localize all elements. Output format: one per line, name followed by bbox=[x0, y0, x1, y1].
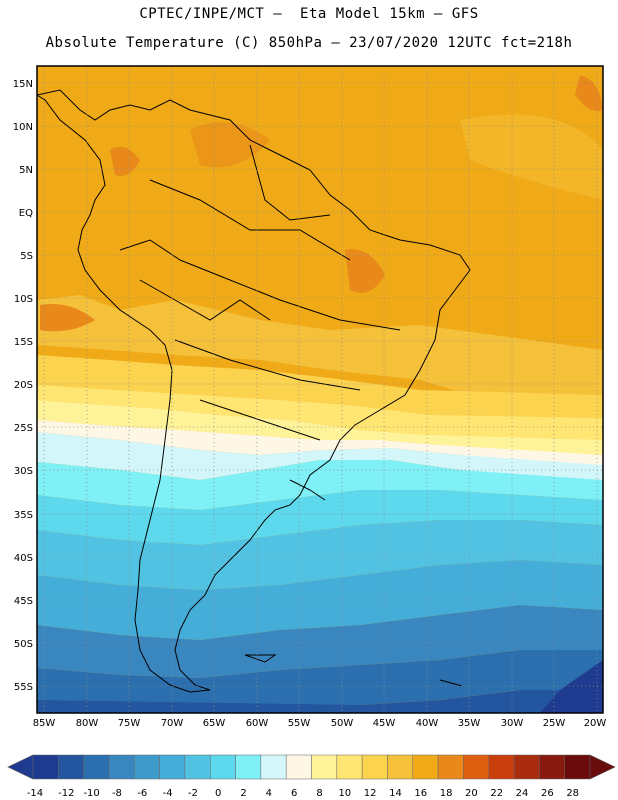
colorbar-swatch bbox=[361, 754, 388, 780]
colorbar-label: -12 bbox=[58, 788, 74, 799]
lon-label: 65W bbox=[203, 718, 226, 729]
colorbar-label: 6 bbox=[291, 788, 297, 799]
colorbar-swatch bbox=[58, 754, 84, 780]
colorbar-label: 28 bbox=[566, 788, 579, 799]
lat-label: 15S bbox=[14, 337, 33, 348]
colorbar-swatch bbox=[387, 754, 414, 780]
colorbar-label: -4 bbox=[163, 788, 173, 799]
lat-label: 45S bbox=[14, 596, 33, 607]
colorbar-swatch bbox=[108, 754, 135, 780]
colorbar: -14 -12 -10 -8 -6 -4 -2 0 2 4 6 8 10 12 14 16 18 20 22 24 26… bbox=[7, 754, 616, 799]
colorbar-label: 20 bbox=[465, 788, 478, 799]
lat-label: 10N bbox=[13, 122, 33, 133]
title-line-1: CPTEC/INPE/MCT – Eta Model 15km – GFS bbox=[139, 6, 479, 22]
colorbar-label: 4 bbox=[266, 788, 272, 799]
colorbar-label: -6 bbox=[137, 788, 147, 799]
lon-label: 40W bbox=[416, 718, 439, 729]
lat-label: 50S bbox=[14, 639, 33, 650]
colorbar-swatch bbox=[159, 754, 186, 780]
colorbar-swatch bbox=[564, 754, 591, 780]
colorbar-label: -8 bbox=[112, 788, 122, 799]
colorbar-label: 22 bbox=[490, 788, 503, 799]
colorbar-swatch bbox=[285, 754, 312, 780]
colorbar-swatch bbox=[437, 754, 464, 780]
colorbar-swatch bbox=[336, 754, 363, 780]
lon-label: 45W bbox=[373, 718, 396, 729]
temperature-field bbox=[37, 66, 603, 713]
lon-label: 50W bbox=[331, 718, 354, 729]
colorbar-swatch bbox=[209, 754, 236, 780]
colorbar-label: -2 bbox=[188, 788, 198, 799]
lon-label: 60W bbox=[246, 718, 269, 729]
lon-label: 35W bbox=[458, 718, 481, 729]
lat-label: 35S bbox=[14, 510, 33, 521]
lat-label: 15N bbox=[13, 79, 33, 90]
colorbar-label: 24 bbox=[516, 788, 529, 799]
colorbar-label: 0 bbox=[215, 788, 221, 799]
colorbar-label: -14 bbox=[27, 788, 43, 799]
map-frame bbox=[36, 65, 604, 714]
colorbar-swatch bbox=[235, 754, 262, 780]
colorbar-swatch bbox=[539, 754, 565, 780]
lon-label: 85W bbox=[33, 718, 56, 729]
colorbar-swatch bbox=[311, 754, 338, 780]
lon-label: 55W bbox=[288, 718, 311, 729]
latitude-axis: 15N 10N 5N EQ 5S 10S 15S 20S 25S 30S 35S… bbox=[13, 79, 33, 693]
colorbar-swatch bbox=[412, 754, 439, 780]
colorbar-max-arrow bbox=[589, 754, 616, 780]
colorbar-swatch bbox=[463, 754, 489, 780]
lat-label: 55S bbox=[14, 682, 33, 693]
longitude-axis: 85W 80W 75W 70W 65W 60W 55W 50W 45W 40W … bbox=[33, 718, 607, 729]
colorbar-swatch bbox=[32, 754, 59, 780]
colorbar-label: 12 bbox=[364, 788, 377, 799]
lat-label: 10S bbox=[14, 294, 33, 305]
lat-label: 5N bbox=[19, 165, 33, 176]
lat-label: 25S bbox=[14, 423, 33, 434]
colorbar-label: 14 bbox=[389, 788, 402, 799]
colorbar-label: 16 bbox=[414, 788, 427, 799]
title-line-2: Absolute Temperature (C) 850hPa – 23/07/… bbox=[45, 35, 573, 51]
colorbar-swatch bbox=[513, 754, 540, 780]
colorbar-swatch bbox=[83, 754, 110, 780]
lat-label: 5S bbox=[20, 251, 33, 262]
lon-label: 20W bbox=[584, 718, 607, 729]
colorbar-min-arrow bbox=[7, 754, 34, 780]
colorbar-swatch bbox=[488, 754, 515, 780]
lon-label: 25W bbox=[543, 718, 566, 729]
colorbar-label: -10 bbox=[83, 788, 99, 799]
lon-label: 70W bbox=[161, 718, 184, 729]
lat-label: EQ bbox=[19, 208, 33, 219]
colorbar-swatch bbox=[184, 754, 211, 780]
lon-label: 75W bbox=[118, 718, 141, 729]
colorbar-swatch bbox=[134, 754, 160, 780]
colorbar-label: 8 bbox=[316, 788, 322, 799]
lat-label: 40S bbox=[14, 553, 33, 564]
coastlines bbox=[37, 89, 471, 693]
colorbar-label: 10 bbox=[338, 788, 351, 799]
lon-label: 80W bbox=[76, 718, 99, 729]
colorbar-label: 26 bbox=[541, 788, 554, 799]
lat-label: 20S bbox=[14, 380, 33, 391]
colorbar-label: 18 bbox=[440, 788, 453, 799]
lat-label: 30S bbox=[14, 466, 33, 477]
colorbar-label: 2 bbox=[240, 788, 246, 799]
colorbar-swatch bbox=[260, 754, 287, 780]
lon-label: 30W bbox=[501, 718, 524, 729]
